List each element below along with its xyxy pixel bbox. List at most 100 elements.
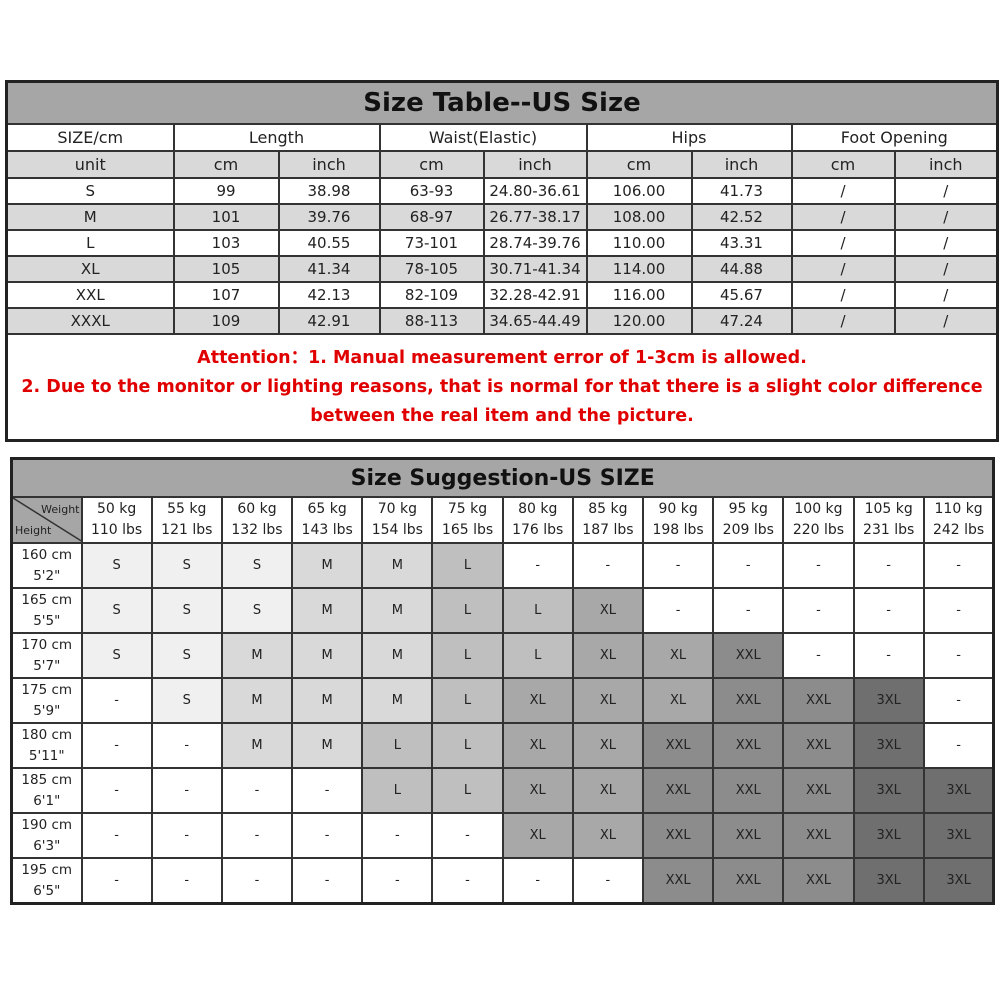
table-cell: 105 <box>172 255 280 283</box>
size-cell: XXL <box>641 812 715 859</box>
weight-lbs: 187 lbs <box>582 522 634 538</box>
size-cell: S <box>150 677 223 724</box>
table-row: XL 105 41.34 78-105 30.71-41.34 114.00 44.88// <box>5 255 999 283</box>
size-cell: 3XL <box>852 857 925 905</box>
table-cell: 116.00 <box>585 281 693 309</box>
height-ft: 5'5" <box>33 612 61 629</box>
height-header: 185 cm 6'1" <box>10 767 83 814</box>
size-cell: S <box>220 587 294 634</box>
size-cell: - <box>150 722 223 769</box>
table-cell: 24.80-36.61 <box>482 177 588 205</box>
table-cell: 106.00 <box>585 177 693 205</box>
size-cell: - <box>922 632 995 679</box>
table-row: L 103 40.55 73-101 28.74-39.76 110.00 43.31// <box>5 229 999 257</box>
size-cell: M <box>291 677 364 724</box>
size-cell: XL <box>571 677 645 724</box>
height-header: 160 cm 5'2" <box>10 542 83 589</box>
size-cell: XL <box>501 677 574 724</box>
weight-kg: 100 kg <box>794 501 843 517</box>
size-cell: M <box>220 722 294 769</box>
attention-note: Attention：1. Manual measurement error of… <box>5 333 999 442</box>
size-cell: 3XL <box>852 677 925 724</box>
table-cell: / <box>893 255 999 283</box>
size-cell: XL <box>641 632 715 679</box>
unit-header: unit <box>5 150 175 179</box>
size-cell: - <box>922 542 995 589</box>
size-cell: - <box>361 857 434 905</box>
size-cell: L <box>501 587 574 634</box>
suggestion-title: Size Suggestion-US SIZE <box>10 457 995 498</box>
size-cell: XL <box>571 722 645 769</box>
unit-header: inch <box>690 150 793 179</box>
table-cell: 30.71-41.34 <box>482 255 588 283</box>
height-cm: 195 cm <box>21 861 73 878</box>
table-cell: XL <box>5 255 175 283</box>
table-cell: 68-97 <box>378 203 485 231</box>
weight-header: 85 kg 187 lbs <box>571 496 645 544</box>
size-cell: - <box>291 767 364 814</box>
table-cell: 41.34 <box>277 255 381 283</box>
table-cell: 101 <box>172 203 280 231</box>
height-cm: 170 cm <box>21 636 73 653</box>
weight-lbs: 121 lbs <box>161 522 213 538</box>
table-cell: 45.67 <box>690 281 793 309</box>
table-cell: 82-109 <box>378 281 485 309</box>
height-cm: 180 cm <box>21 726 73 743</box>
size-cell: M <box>361 542 434 589</box>
size-cell: M <box>291 587 364 634</box>
height-header: 190 cm 6'3" <box>10 812 83 859</box>
table-cell: / <box>790 307 896 335</box>
size-cell: XL <box>501 812 574 859</box>
size-cell: - <box>220 857 294 905</box>
size-cell: L <box>431 767 504 814</box>
size-cell: - <box>80 767 153 814</box>
weight-label: Weight <box>41 503 80 516</box>
height-row: 195 cm 6'5" - - - - - - - - XXL XXL XXL 3XL 3XL <box>10 857 995 905</box>
height-header: 175 cm 5'9" <box>10 677 83 724</box>
size-cell: - <box>922 722 995 769</box>
size-cell: - <box>782 542 855 589</box>
size-cell: S <box>150 587 223 634</box>
weight-lbs: 242 lbs <box>932 522 985 538</box>
table-cell: / <box>893 281 999 309</box>
size-cell: L <box>361 722 434 769</box>
size-cell: 3XL <box>852 767 925 814</box>
size-cell: XL <box>641 677 715 724</box>
size-cell: M <box>291 542 364 589</box>
height-ft: 6'1" <box>33 792 61 809</box>
size-cell: - <box>782 587 855 634</box>
size-cell: XXL <box>782 857 855 905</box>
size-cell: S <box>80 587 153 634</box>
size-cell: XL <box>501 767 574 814</box>
weight-header: 80 kg 176 lbs <box>501 496 574 544</box>
weight-header: 100 kg 220 lbs <box>782 496 855 544</box>
weight-kg: 105 kg <box>864 501 913 517</box>
size-cell: - <box>291 812 364 859</box>
table-cell: 47.24 <box>690 307 793 335</box>
table-cell: 28.74-39.76 <box>482 229 588 257</box>
weight-kg: 110 kg <box>934 501 983 517</box>
size-cell: - <box>501 857 574 905</box>
size-cell: S <box>80 632 153 679</box>
weight-lbs: 110 lbs <box>90 522 143 538</box>
table-cell: / <box>893 203 999 231</box>
height-ft: 6'5" <box>33 882 61 899</box>
size-cell: XXL <box>782 812 855 859</box>
weight-lbs: 220 lbs <box>792 522 845 538</box>
unit-header: inch <box>893 150 999 179</box>
size-cell: M <box>361 632 434 679</box>
size-cell: 3XL <box>922 767 995 814</box>
height-header: 170 cm 5'7" <box>10 632 83 679</box>
weight-header: 75 kg 165 lbs <box>431 496 504 544</box>
height-row: 190 cm 6'3" - - - - - - XL XL XXL XXL XXL 3XL 3XL <box>10 812 995 859</box>
table-cell: XXL <box>5 281 175 309</box>
table-cell: 63-93 <box>378 177 485 205</box>
weight-kg: 85 kg <box>588 501 628 517</box>
weight-header: 90 kg 198 lbs <box>641 496 715 544</box>
size-cell: - <box>291 857 364 905</box>
table-cell: 78-105 <box>378 255 485 283</box>
weight-kg: 80 kg <box>518 501 558 517</box>
height-ft: 5'11" <box>28 747 65 764</box>
note-line-3: between the real item and the picture. <box>310 405 694 426</box>
size-cell: - <box>641 542 715 589</box>
